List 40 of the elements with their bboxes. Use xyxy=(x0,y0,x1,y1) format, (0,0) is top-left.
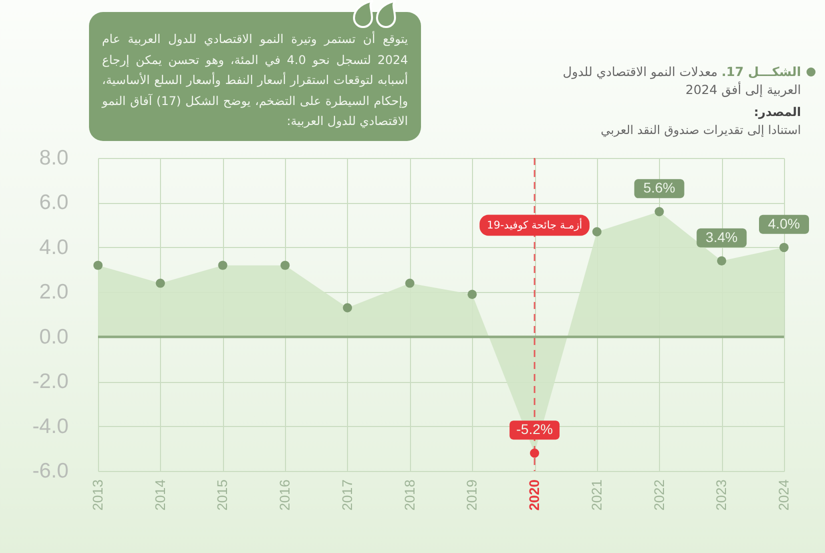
x-tick-label: 2019 xyxy=(464,479,480,511)
point xyxy=(280,260,290,270)
y-tick-label: -2.0 xyxy=(32,370,68,394)
data-label: 3.4% xyxy=(706,228,738,245)
y-tick-label: 2.0 xyxy=(39,280,68,304)
x-tick-label: 2018 xyxy=(401,479,418,511)
point xyxy=(93,260,103,270)
point xyxy=(779,242,789,252)
x-tick-label: 2020 xyxy=(526,479,542,511)
chart-title: الشكـــل 17. معدلات النمو الاقتصادي للدول العربية إلى أفق 2024 xyxy=(562,63,801,99)
point xyxy=(218,260,228,270)
point xyxy=(342,303,352,312)
point xyxy=(405,278,414,288)
x-tick-label: 2014 xyxy=(152,479,168,511)
data-label: 5.6% xyxy=(643,180,676,196)
text: المصدر: xyxy=(752,104,801,121)
x-tick-label: 2022 xyxy=(650,479,667,511)
x-tick-label: 2024 xyxy=(776,479,792,511)
text: يتوقع أن تستمر وتيرة النمو الاقتصادي للدول العربية عام 2024 لتسجل نحو 4.0 في المئة، وهو تحسن يمكن إرجاع أسبابه لتوقعات استقرار أسعار النفط وأسعار السلع الأساسية، وإحكام السيطرة على التضخم، يوضح الشكل (17) آفاق النمو الاقتصادي للدول العربية: xyxy=(89,12,421,140)
ref-line-label: أزمـة جائحة كوفيد-19 xyxy=(486,217,582,232)
data-label: -5.2% xyxy=(516,421,553,438)
x-tick-label: 2013 xyxy=(90,479,106,511)
point xyxy=(530,448,540,458)
x-tick-label: 2015 xyxy=(214,479,230,511)
data-label: 4.0% xyxy=(768,215,800,232)
x-tick-label: 2023 xyxy=(713,479,730,511)
point xyxy=(592,227,602,236)
x-tick-label: 2021 xyxy=(588,479,604,511)
y-tick-label: 8.0 xyxy=(39,146,68,170)
y-tick-label: -4.0 xyxy=(32,414,68,438)
text: استنادا إلى تقديرات صندوق النقد العربي xyxy=(600,122,801,139)
point xyxy=(156,278,165,288)
point xyxy=(468,290,477,299)
y-tick-label: 0.0 xyxy=(39,325,68,348)
x-tick-label: 2017 xyxy=(338,479,355,511)
y-tick-label: 6.0 xyxy=(39,191,68,214)
point xyxy=(654,207,664,216)
x-tick-label: 2016 xyxy=(276,479,293,511)
y-tick-label: 4.0 xyxy=(39,236,68,259)
point xyxy=(717,256,726,266)
